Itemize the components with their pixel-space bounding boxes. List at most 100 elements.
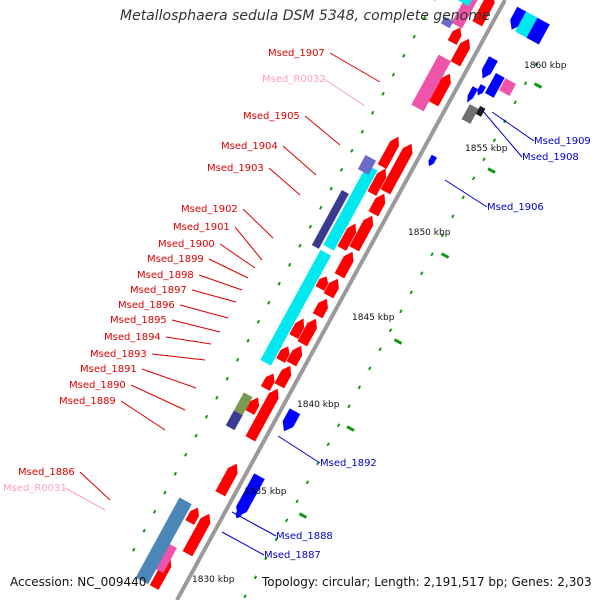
tick-dot	[393, 73, 395, 76]
tick-dot	[348, 405, 350, 408]
tick-dot	[154, 510, 156, 513]
tick-dot	[369, 367, 371, 370]
tick-dot	[164, 491, 166, 494]
dark-feature-right-shape	[476, 106, 486, 117]
tick-dot	[525, 82, 527, 85]
tick-dot	[226, 377, 228, 380]
tick-dot	[403, 54, 405, 57]
label-msed-1906: Msed_1906	[487, 202, 544, 213]
kbp-tick-mark	[395, 340, 402, 344]
label-msed-1902: Msed_1902	[181, 204, 238, 215]
forward-gene-6-shape	[313, 296, 332, 318]
tick-dot	[133, 548, 135, 551]
leader-line	[209, 259, 248, 278]
tick-dot	[494, 139, 496, 142]
leader-line	[269, 168, 300, 195]
tick-dot	[258, 320, 260, 323]
label-msed-1891: Msed_1891	[80, 364, 137, 375]
kbp-tick-mark	[442, 254, 449, 258]
reverse-gene-2	[426, 155, 437, 168]
leader-line	[492, 112, 534, 141]
label-msed-1890: Msed_1890	[69, 380, 126, 391]
tick-dot	[330, 187, 332, 190]
tick-dot	[341, 168, 343, 171]
forward-gene-3	[274, 363, 295, 388]
label-msed-1904: Msed_1904	[221, 141, 278, 152]
kbp-tick-mark	[347, 427, 354, 431]
label-msed-1897: Msed_1897	[130, 285, 187, 296]
label-msed-1898: Msed_1898	[137, 270, 194, 281]
leader-line	[142, 369, 196, 388]
leader-line	[235, 227, 262, 260]
leader-line	[199, 275, 242, 290]
label-msed-1909: Msed_1909	[534, 136, 591, 147]
tick-dot	[351, 149, 353, 152]
dark-feature-right	[476, 106, 486, 117]
tick-dot	[327, 443, 329, 446]
kbp-tick-label: 1860 kbp	[524, 61, 567, 71]
label-msed-1886: Msed_1886	[18, 467, 75, 478]
leader-line	[220, 244, 255, 268]
forward-gene-15	[261, 371, 278, 391]
tick-dot	[320, 206, 322, 209]
tick-dot	[255, 576, 257, 579]
tick-dot	[514, 101, 516, 104]
tick-dot	[421, 272, 423, 275]
tick-dot	[244, 595, 246, 598]
tick-dot	[372, 111, 374, 114]
label-msed-1900: Msed_1900	[158, 239, 215, 250]
tick-dot	[143, 529, 145, 532]
tick-dot	[299, 244, 301, 247]
tick-dot	[289, 263, 291, 266]
leader-line	[330, 53, 380, 82]
leader-line	[222, 532, 264, 555]
accession-label: Accession: NC_009440	[10, 575, 146, 589]
tick-dot	[185, 453, 187, 456]
tick-dot	[452, 215, 454, 218]
label-msed-1894: Msed_1894	[104, 332, 161, 343]
kbp-tick-label: 1855 kbp	[465, 144, 508, 154]
tick-dot	[400, 310, 402, 313]
leader-line	[152, 354, 205, 360]
tick-dot	[483, 158, 485, 161]
reverse-gene-1-shape	[279, 408, 300, 434]
forward-gene-4-shape	[287, 343, 306, 366]
label-msed-1901: Msed_1901	[173, 222, 230, 233]
kbp-tick-mark	[488, 169, 495, 173]
forward-gene-10	[369, 191, 390, 216]
tick-dot	[413, 35, 415, 38]
topology-label: Topology: circular; Length: 2,191,517 bp…	[262, 575, 592, 589]
tick-dot	[206, 415, 208, 418]
kbp-tick-mark	[299, 514, 306, 518]
label-msed-1908: Msed_1908	[522, 152, 579, 163]
tick-dot	[382, 92, 384, 95]
leader-line	[180, 305, 228, 318]
tick-dot	[195, 434, 197, 437]
tick-dot	[390, 329, 392, 332]
kbp-tick-label: 1850 kbp	[408, 228, 451, 238]
label-msed-1903: Msed_1903	[207, 163, 264, 174]
leader-line	[278, 436, 320, 463]
label-msed-1895: Msed_1895	[110, 315, 167, 326]
label-msed-1887: Msed_1887	[264, 550, 321, 561]
leader-line	[192, 290, 236, 302]
tick-dot	[278, 282, 280, 285]
tick-dot	[431, 253, 433, 256]
leader-line	[65, 488, 105, 510]
tick-dot	[307, 481, 309, 484]
kbp-tick-label: 1840 kbp	[297, 400, 340, 410]
forward-gene-15-shape	[261, 371, 278, 391]
tick-dot	[379, 348, 381, 351]
label-msed-1892: Msed_1892	[320, 458, 377, 469]
tick-dot	[247, 339, 249, 342]
label-msed-1907: Msed_1907	[268, 48, 325, 59]
leader-line	[305, 116, 340, 145]
label-msed-1899: Msed_1899	[147, 254, 204, 265]
tick-dot	[310, 225, 312, 228]
kbp-tick-label: 1845 kbp	[352, 313, 395, 323]
reverse-gene-3-shape	[464, 86, 477, 104]
label-msed-1896: Msed_1896	[118, 300, 175, 311]
label-msed-1893: Msed_1893	[90, 349, 147, 360]
leader-line	[243, 209, 273, 238]
